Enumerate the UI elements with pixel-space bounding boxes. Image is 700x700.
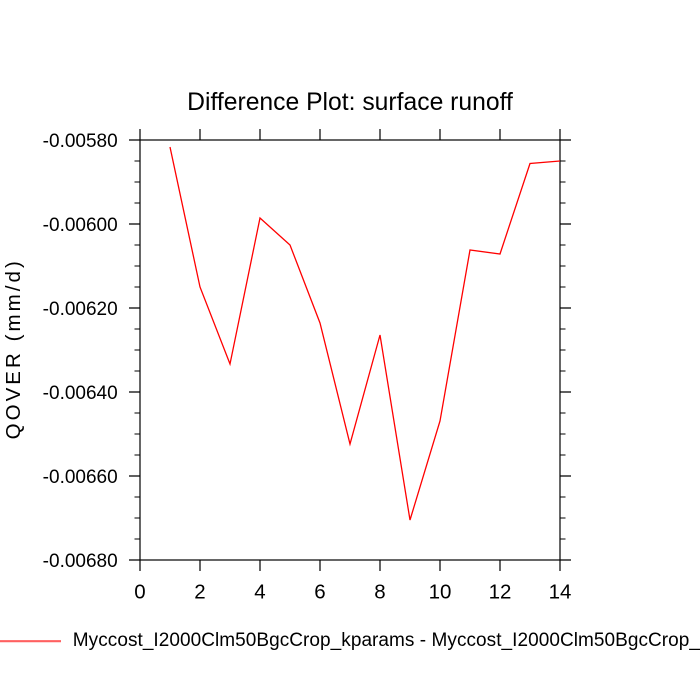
svg-text:-0.00640: -0.00640 <box>43 383 118 404</box>
svg-text:8: 8 <box>374 581 385 604</box>
svg-text:Difference Plot: surface runof: Difference Plot: surface runoff <box>187 89 513 116</box>
svg-text:2: 2 <box>194 581 205 604</box>
svg-text:0: 0 <box>134 581 145 604</box>
svg-text:-0.00680: -0.00680 <box>43 551 118 572</box>
svg-text:10: 10 <box>429 581 452 604</box>
svg-text:6: 6 <box>314 581 325 604</box>
svg-text:12: 12 <box>489 581 512 604</box>
svg-text:14: 14 <box>549 581 572 604</box>
svg-text:QOVER (mm/d): QOVER (mm/d) <box>2 258 25 439</box>
svg-text:-0.00660: -0.00660 <box>43 467 118 488</box>
svg-text:-0.00620: -0.00620 <box>43 299 118 320</box>
svg-text:-0.00600: -0.00600 <box>43 215 118 236</box>
svg-text:4: 4 <box>254 581 265 604</box>
svg-text:-0.00580: -0.00580 <box>43 131 118 152</box>
svg-text:Myccost_I2000Clm50BgcCrop_kpar: Myccost_I2000Clm50BgcCrop_kparams - Mycc… <box>73 630 700 651</box>
